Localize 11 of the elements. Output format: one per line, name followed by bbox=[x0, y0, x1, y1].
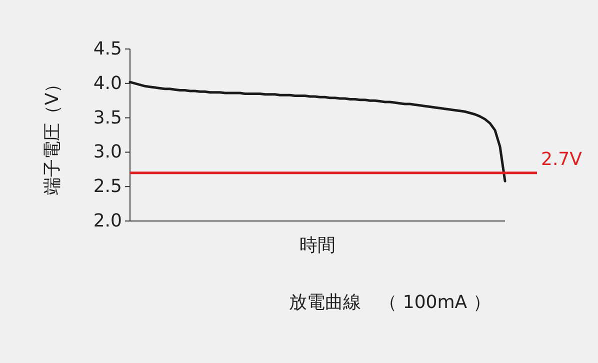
y-axis-title: 端子電圧（V） bbox=[42, 74, 63, 196]
x-axis-title: 時間 bbox=[300, 235, 336, 256]
y-tick-label: 4.5 bbox=[93, 38, 122, 60]
line-series bbox=[128, 80, 506, 182]
y-tick-label: 2.0 bbox=[93, 210, 122, 232]
y-tick-label: 3.5 bbox=[93, 107, 122, 128]
ref-line-label: 2.7V bbox=[541, 148, 583, 170]
y-tick-label: 3.0 bbox=[93, 142, 122, 163]
text: 放電曲線 （ 100mA ） bbox=[289, 292, 491, 313]
y-tick-label: 4.0 bbox=[93, 72, 122, 94]
y-tick-label: 2.5 bbox=[93, 176, 122, 198]
